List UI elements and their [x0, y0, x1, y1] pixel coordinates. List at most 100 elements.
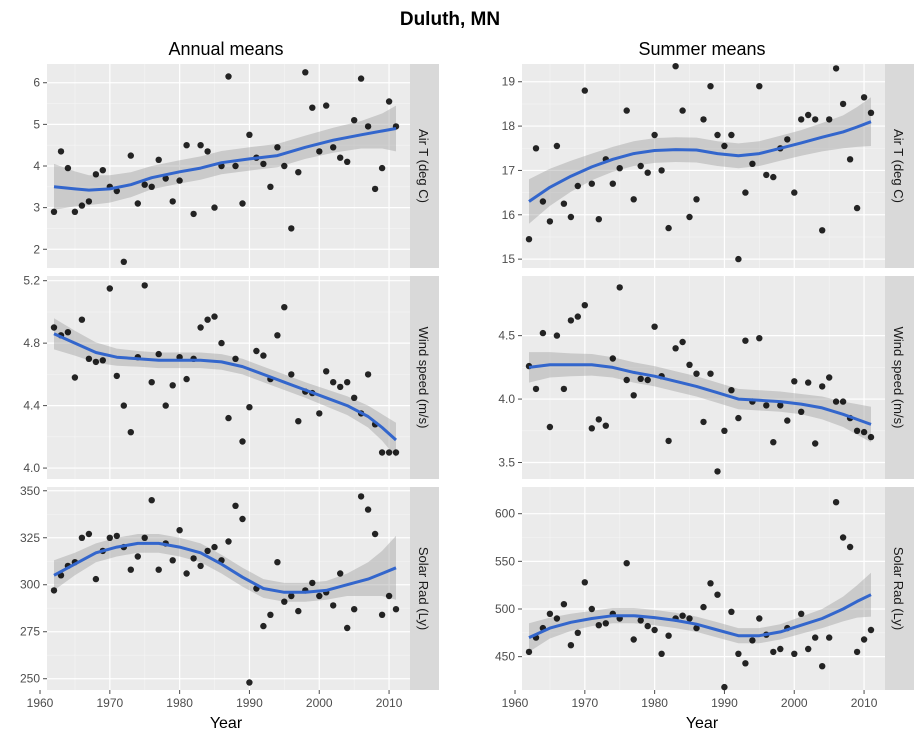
panel-summer-means-air-t-deg-c: 15 16 17 18 19 Air T (deg C): [502, 62, 914, 268]
data-point: [64, 164, 72, 172]
data-point: [651, 626, 658, 634]
data-point: [106, 534, 114, 541]
data-point: [721, 142, 728, 150]
x-tick-label: 1980: [641, 696, 668, 710]
data-point: [260, 160, 267, 168]
y-tick-label: 4.0: [23, 461, 40, 475]
data-point: [784, 417, 791, 424]
data-point: [385, 592, 393, 600]
panel-background: [47, 276, 410, 479]
data-point: [323, 368, 330, 375]
data-point: [85, 198, 93, 205]
data-point: [763, 171, 770, 179]
data-point: [302, 69, 309, 76]
data-point: [742, 660, 749, 667]
data-point: [770, 648, 777, 656]
data-point: [798, 116, 805, 123]
data-point: [316, 148, 323, 155]
data-point: [588, 180, 595, 187]
data-point: [553, 142, 561, 150]
data-point: [742, 189, 749, 196]
data-point: [679, 107, 686, 114]
data-point: [616, 165, 623, 172]
data-point: [176, 527, 183, 534]
data-point: [539, 329, 547, 337]
data-point: [78, 316, 86, 323]
data-point: [120, 258, 128, 265]
data-point: [679, 612, 686, 619]
data-point: [574, 313, 581, 320]
data-point: [784, 136, 791, 143]
strip-label: Air T (deg C): [416, 129, 431, 203]
data-point: [295, 418, 302, 425]
data-point: [344, 158, 351, 165]
data-point: [846, 156, 854, 163]
data-point: [630, 196, 637, 203]
panel-background: [522, 64, 885, 268]
data-point: [602, 422, 609, 429]
x-tick-label: 1990: [711, 696, 738, 710]
y-tick-label: 500: [495, 602, 515, 616]
data-point: [99, 357, 107, 364]
confidence-band: [529, 572, 871, 652]
data-point: [637, 162, 644, 170]
data-point: [71, 208, 79, 215]
data-point: [798, 610, 805, 617]
data-point: [337, 383, 344, 391]
data-point: [92, 358, 100, 366]
data-point: [344, 379, 351, 386]
y-tick-label: 5: [33, 117, 40, 131]
data-point: [281, 598, 288, 605]
data-point: [714, 468, 721, 475]
data-point: [71, 374, 79, 381]
y-tick-label: 350: [20, 484, 40, 498]
data-point: [50, 324, 58, 331]
data-point: [693, 370, 700, 377]
data-point: [288, 225, 295, 232]
data-point: [378, 164, 386, 172]
data-point: [658, 167, 665, 174]
data-point: [602, 620, 609, 627]
data-point: [798, 408, 805, 415]
data-point: [651, 323, 658, 330]
data-point: [260, 622, 267, 630]
data-point: [239, 438, 246, 445]
data-point: [288, 592, 295, 600]
data-point: [197, 324, 204, 331]
data-point: [728, 387, 735, 394]
data-point: [546, 610, 554, 617]
data-point: [826, 374, 833, 381]
data-point: [693, 196, 700, 203]
data-point: [204, 148, 211, 155]
data-point: [525, 236, 533, 243]
data-point: [567, 642, 575, 649]
data-point: [330, 144, 337, 151]
data-point: [169, 557, 176, 564]
data-point: [651, 131, 658, 139]
data-point: [546, 423, 554, 431]
data-point: [867, 626, 875, 634]
data-point: [155, 156, 162, 163]
data-point: [623, 107, 630, 114]
data-point: [357, 493, 365, 500]
data-point: [839, 398, 847, 405]
data-point: [85, 530, 93, 538]
data-point: [819, 383, 826, 390]
data-point: [148, 379, 155, 386]
data-point: [50, 587, 58, 594]
data-point: [839, 100, 847, 108]
confidence-band: [529, 97, 871, 224]
data-point: [337, 570, 344, 577]
data-point: [581, 579, 588, 586]
data-point: [274, 144, 281, 151]
data-point: [853, 204, 861, 212]
data-point: [225, 414, 232, 422]
data-point: [609, 355, 616, 362]
data-point: [385, 98, 393, 105]
data-point: [183, 375, 190, 383]
data-point: [665, 437, 672, 445]
strip-solar-rad-ly: Solar Rad (Ly): [410, 487, 439, 690]
strip-label: Wind speed (m/s): [416, 327, 431, 429]
x-tick-label: 1990: [236, 696, 263, 710]
strip-background: [885, 487, 914, 690]
